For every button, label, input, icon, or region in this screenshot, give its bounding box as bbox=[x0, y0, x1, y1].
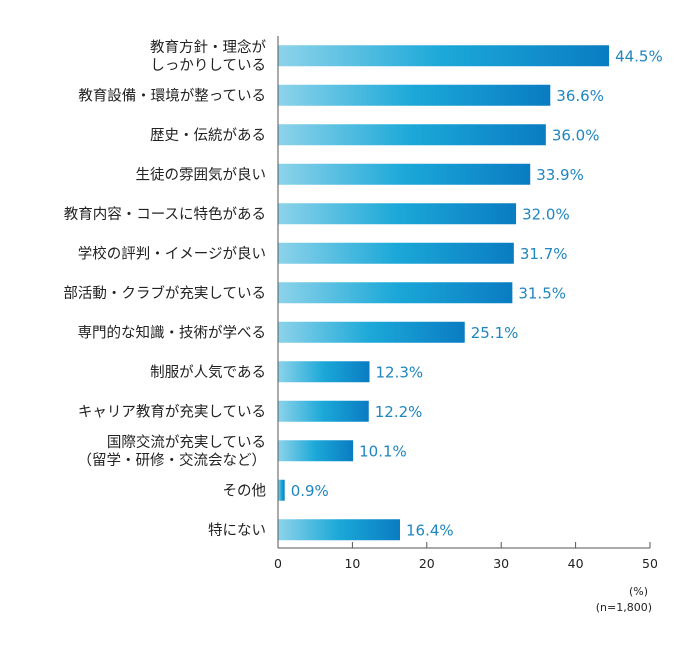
category-label-line: キャリア教育が充実している bbox=[78, 403, 266, 420]
bar bbox=[278, 45, 610, 67]
x-tick-label: 30 bbox=[493, 556, 509, 571]
bar bbox=[278, 163, 531, 185]
value-label: 10.1% bbox=[359, 442, 407, 460]
sample-size-note: (n=1,800) bbox=[596, 601, 652, 614]
value-label: 31.5% bbox=[518, 284, 566, 302]
value-label: 0.9% bbox=[291, 482, 329, 500]
category-label: 教育方針・理念がしっかりしている bbox=[150, 38, 266, 74]
category-label: 専門的な知識・技術が学べる bbox=[78, 324, 267, 341]
bar bbox=[278, 479, 285, 501]
value-label: 12.3% bbox=[376, 363, 424, 381]
x-tick-label: 10 bbox=[344, 556, 360, 571]
category-label-line: 部活動・クラブが充実している bbox=[63, 284, 266, 302]
category-label: 制服が人気である bbox=[150, 364, 266, 381]
category-label-line: 教育方針・理念が bbox=[150, 38, 266, 56]
category-label-line: （留学・研修・交流会など） bbox=[78, 451, 267, 469]
x-tick-label: 50 bbox=[642, 556, 658, 571]
category-label-line: しっかりしている bbox=[150, 57, 266, 74]
unit-label: (%) bbox=[629, 585, 648, 598]
category-label: 教育内容・コースに特色がある bbox=[64, 206, 266, 223]
category-label-line: 教育設備・環境が整っている bbox=[78, 86, 266, 104]
category-label-line: 専門的な知識・技術が学べる bbox=[78, 324, 267, 341]
x-tick-label: 20 bbox=[419, 556, 435, 571]
value-label: 36.6% bbox=[556, 87, 604, 105]
value-label: 31.7% bbox=[520, 245, 568, 263]
bar bbox=[278, 203, 517, 225]
x-tick-label: 0 bbox=[274, 556, 282, 571]
value-label: 36.0% bbox=[552, 126, 600, 144]
x-tick-label: 40 bbox=[568, 556, 584, 571]
category-label: 教育設備・環境が整っている bbox=[78, 86, 266, 104]
category-label: その他 bbox=[223, 482, 267, 499]
bar bbox=[278, 321, 465, 343]
bar bbox=[278, 519, 401, 541]
value-label: 44.5% bbox=[615, 47, 663, 65]
bar bbox=[278, 400, 369, 422]
category-label-line: 教育内容・コースに特色がある bbox=[64, 206, 266, 223]
value-label: 16.4% bbox=[406, 521, 454, 539]
value-label: 32.0% bbox=[522, 205, 570, 223]
category-label-line: 学校の評判・イメージが良い bbox=[78, 245, 266, 262]
bar bbox=[278, 124, 546, 146]
category-label: 部活動・クラブが充実している bbox=[63, 284, 266, 302]
category-label-line: 生徒の雰囲気が良い bbox=[136, 166, 267, 183]
value-label: 12.2% bbox=[375, 403, 423, 421]
category-label: 歴史・伝統がある bbox=[150, 127, 266, 144]
category-label: キャリア教育が充実している bbox=[78, 403, 266, 420]
bar bbox=[278, 440, 354, 462]
bar bbox=[278, 282, 513, 304]
category-label: 生徒の雰囲気が良い bbox=[136, 166, 267, 183]
value-label: 33.9% bbox=[536, 166, 584, 184]
category-label-line: 特にない bbox=[208, 522, 266, 539]
category-label: 特にない bbox=[208, 522, 266, 539]
category-label: 学校の評判・イメージが良い bbox=[78, 245, 266, 262]
category-label-line: 制服が人気である bbox=[150, 364, 266, 381]
category-label-line: 歴史・伝統がある bbox=[150, 127, 266, 144]
category-label: 国際交流が充実している（留学・研修・交流会など） bbox=[78, 433, 267, 469]
value-label: 25.1% bbox=[471, 324, 519, 342]
category-label-line: その他 bbox=[223, 482, 267, 499]
bar bbox=[278, 84, 551, 106]
category-label-line: 国際交流が充実している bbox=[107, 433, 266, 451]
bar bbox=[278, 361, 370, 383]
bar bbox=[278, 242, 514, 264]
